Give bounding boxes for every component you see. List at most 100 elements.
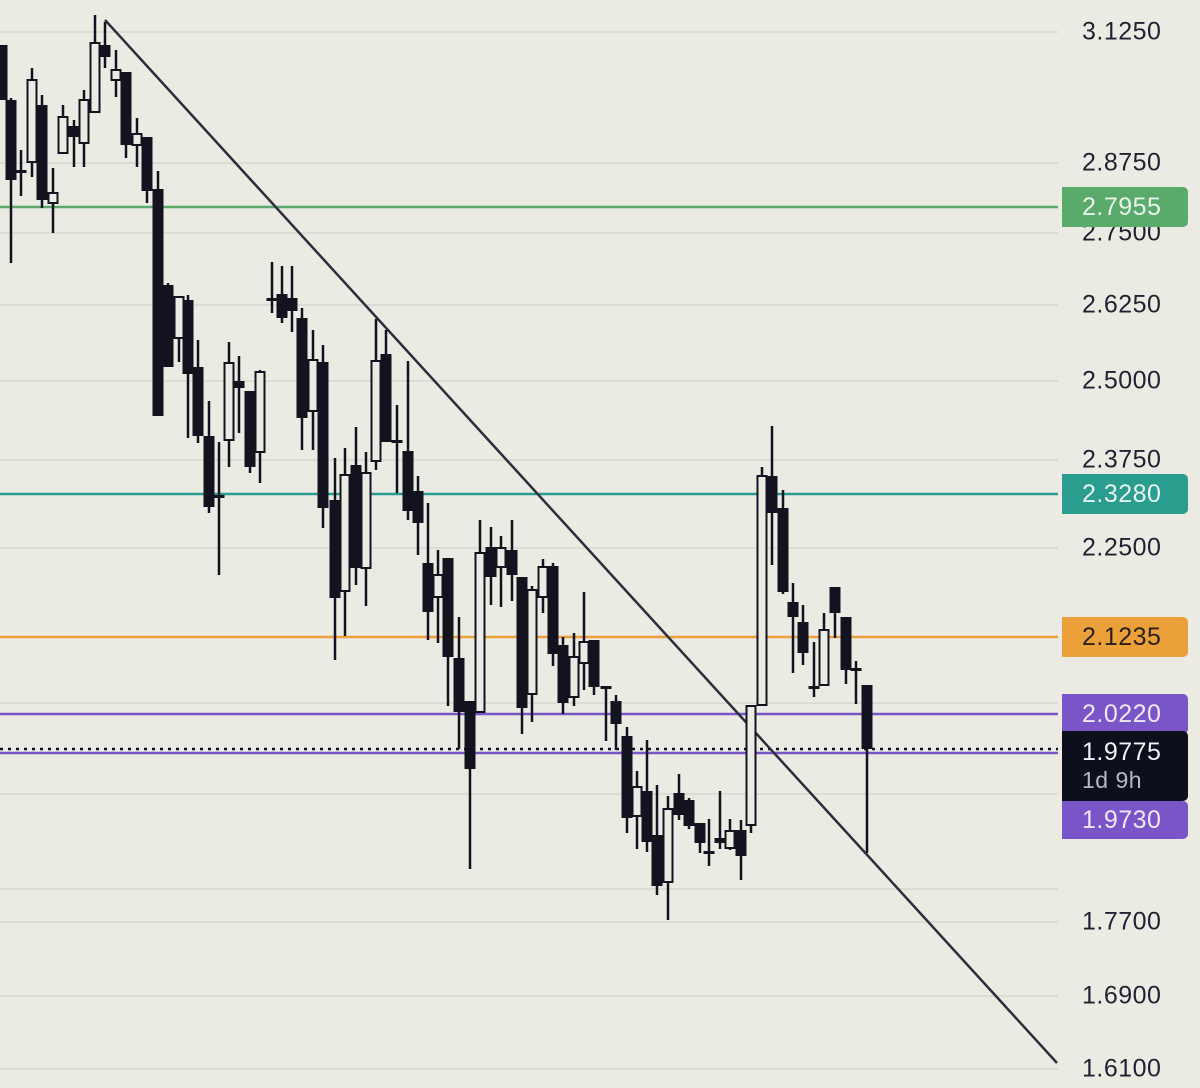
- candle-body-bearish: [485, 547, 497, 577]
- candle: [350, 427, 362, 585]
- candle: [829, 587, 841, 638]
- candle: [266, 262, 278, 313]
- candle: [861, 685, 873, 853]
- candle: [610, 695, 622, 750]
- candle-body-bullish: [370, 360, 382, 462]
- candle: [600, 686, 612, 741]
- candle: [317, 345, 329, 528]
- candle: [99, 22, 111, 68]
- purple-level-upper-chip: 2.0220: [1062, 694, 1188, 734]
- candle-body-bullish: [745, 705, 757, 826]
- candle-body-bullish: [47, 192, 59, 204]
- purple-level-lower-chip: 1.9730: [1062, 801, 1188, 839]
- candle: [203, 401, 215, 513]
- candle: [745, 705, 757, 833]
- chip-countdown: 1d 9h: [1082, 767, 1143, 793]
- candle-body-bearish: [600, 686, 612, 689]
- candle: [15, 150, 27, 196]
- candle: [651, 785, 663, 895]
- candle-body-bearish: [714, 838, 726, 843]
- axis-tick-label: 1.6900: [1082, 981, 1162, 1010]
- axis-tick-label: 3.1250: [1082, 17, 1162, 46]
- candle-body-bullish: [724, 830, 736, 849]
- candle-body-bearish: [787, 602, 799, 617]
- trendline-line[interactable]: [104, 19, 1058, 1064]
- candle: [380, 330, 392, 442]
- candle: [36, 95, 48, 208]
- axis-tick-label: 1.6100: [1082, 1054, 1162, 1083]
- candle: [276, 266, 288, 323]
- candle: [412, 476, 424, 555]
- candle-body-bearish: [15, 170, 27, 173]
- candle: [516, 577, 528, 734]
- axis-tick-label: 2.3750: [1082, 445, 1162, 474]
- candle-body-bearish: [829, 587, 841, 613]
- candle-body-bearish: [391, 440, 403, 443]
- candle-body-bearish: [402, 451, 414, 511]
- candle: [485, 527, 497, 605]
- candle-body-bearish: [5, 100, 17, 180]
- candle-body-bullish: [495, 547, 507, 568]
- axis-tick-label: 2.2500: [1082, 533, 1162, 562]
- candle-body-bearish: [735, 830, 747, 856]
- candle: [557, 637, 569, 714]
- candle-body-bullish: [526, 589, 538, 695]
- candle-body-bullish: [662, 808, 674, 883]
- candle: [26, 68, 38, 177]
- candle: [735, 820, 747, 880]
- candle: [286, 266, 298, 332]
- candle: [5, 98, 17, 263]
- candle-body-bullish: [360, 472, 372, 569]
- candle-body-bearish: [621, 736, 633, 818]
- candle-body-bearish: [192, 367, 204, 436]
- candle: [47, 168, 59, 233]
- candle-body-bearish: [213, 495, 225, 498]
- candle-body-bullish: [173, 296, 185, 339]
- candle: [110, 50, 122, 97]
- candle-body-bullish: [78, 99, 90, 144]
- candle-body-bullish: [474, 552, 486, 713]
- candle-body-bearish: [422, 563, 434, 612]
- candle-body-bearish: [152, 189, 164, 416]
- candle: [329, 458, 341, 660]
- candle-body-bearish: [588, 640, 600, 687]
- candle: [631, 771, 643, 849]
- current-price-chip: 1.9775 1d 9h: [1062, 731, 1188, 801]
- candle-body-bullish: [307, 359, 319, 412]
- chip-price: 2.1235: [1082, 622, 1162, 651]
- candle: [254, 370, 266, 483]
- candle-body-bearish: [162, 285, 174, 367]
- candle: [339, 448, 351, 636]
- candle-body-bullish: [254, 371, 266, 453]
- candle: [568, 633, 580, 706]
- candle-body-bearish: [703, 851, 715, 854]
- candle: [578, 592, 590, 690]
- candle: [296, 308, 308, 450]
- candle: [641, 740, 653, 852]
- candle: [662, 796, 674, 920]
- candle: [588, 640, 600, 695]
- candle-body-bullish: [26, 79, 38, 163]
- axis-tick-label: 2.6250: [1082, 290, 1162, 319]
- candle-body-bearish: [683, 800, 695, 826]
- candle: [68, 120, 80, 167]
- candle-body-bearish: [244, 391, 256, 467]
- chip-price: 1.9730: [1082, 805, 1162, 834]
- candle-body-bearish: [808, 686, 820, 689]
- candle: [766, 426, 778, 565]
- candle-body-bearish: [380, 354, 392, 442]
- candle: [506, 520, 518, 601]
- candle-body-bearish: [610, 701, 622, 724]
- candle-body-bearish: [840, 617, 852, 670]
- candle: [537, 559, 549, 613]
- candle-body-bearish: [797, 622, 809, 653]
- candle: [432, 550, 444, 643]
- candle-body-bearish: [0, 45, 8, 100]
- candle-body-bearish: [641, 791, 653, 842]
- candle-body-bullish: [223, 362, 235, 441]
- candle: [120, 72, 132, 158]
- trendline[interactable]: [104, 19, 1058, 1064]
- candle: [787, 583, 799, 673]
- candle-body-bullish: [631, 786, 643, 817]
